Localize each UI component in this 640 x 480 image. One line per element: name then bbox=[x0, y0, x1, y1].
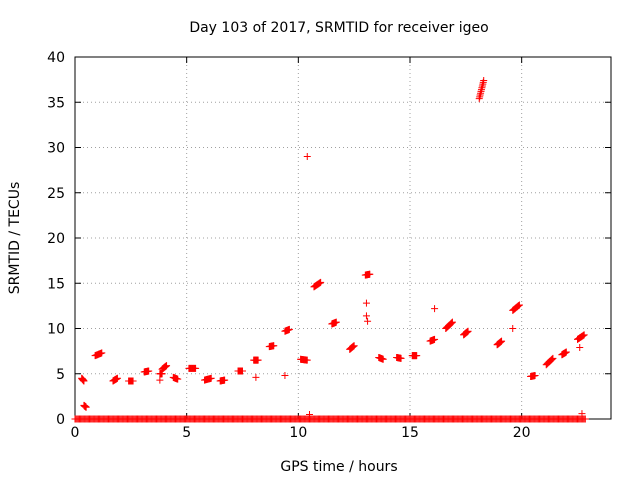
y-tick-label: 20 bbox=[47, 231, 65, 247]
data-point bbox=[254, 356, 262, 364]
data-point bbox=[480, 77, 488, 85]
data-point bbox=[306, 410, 313, 418]
baseline-point bbox=[581, 415, 589, 423]
x-tick-label: 20 bbox=[513, 425, 531, 441]
data-point bbox=[509, 325, 517, 332]
y-tick-label: 5 bbox=[56, 367, 65, 383]
y-tick-label: 35 bbox=[47, 95, 65, 111]
data-point bbox=[207, 374, 215, 382]
data-point bbox=[515, 302, 523, 310]
chart-title: Day 103 of 2017, SRMTID for receiver ige… bbox=[189, 20, 488, 36]
data-point bbox=[285, 325, 293, 333]
data-point bbox=[498, 337, 506, 345]
y-tick-label: 30 bbox=[47, 141, 65, 157]
x-tick-label: 10 bbox=[289, 425, 307, 441]
data-point bbox=[548, 355, 556, 363]
data-point bbox=[515, 301, 523, 309]
data-point bbox=[317, 278, 325, 286]
data-point bbox=[514, 302, 522, 310]
data-point bbox=[129, 377, 137, 385]
data-point bbox=[82, 403, 90, 411]
data-point bbox=[448, 318, 456, 326]
data-point bbox=[362, 299, 370, 307]
data-point bbox=[397, 354, 405, 362]
x-tick-label: 15 bbox=[401, 425, 419, 441]
data-point bbox=[192, 364, 200, 372]
data-point bbox=[548, 356, 556, 364]
data-point bbox=[366, 270, 374, 278]
data-point bbox=[113, 374, 121, 382]
data-point bbox=[281, 372, 289, 380]
data-point bbox=[531, 372, 539, 380]
data-point bbox=[163, 362, 171, 370]
data-point bbox=[303, 356, 311, 364]
y-tick-label: 25 bbox=[47, 186, 65, 202]
data-point bbox=[431, 305, 439, 313]
y-tick-label: 10 bbox=[47, 322, 65, 338]
data-point bbox=[562, 348, 570, 356]
y-axis-label: SRMTID / TECUs bbox=[7, 182, 23, 295]
data-point bbox=[145, 367, 153, 375]
data-point bbox=[252, 373, 260, 381]
y-tick-label: 40 bbox=[47, 50, 65, 66]
data-point bbox=[156, 376, 164, 384]
y-tick-label: 0 bbox=[56, 412, 65, 428]
data-point bbox=[174, 375, 182, 383]
data-point bbox=[413, 352, 421, 360]
data-points bbox=[71, 77, 589, 423]
data-point bbox=[270, 342, 278, 350]
data-point bbox=[379, 355, 387, 363]
data-point bbox=[464, 327, 472, 335]
data-point bbox=[447, 319, 455, 327]
data-point bbox=[431, 335, 439, 343]
data-point bbox=[239, 367, 246, 375]
data-point bbox=[364, 317, 372, 325]
data-point bbox=[578, 410, 586, 418]
data-point bbox=[80, 377, 88, 385]
data-point bbox=[448, 319, 456, 327]
x-tick-label: 0 bbox=[71, 425, 80, 441]
x-tick-label: 5 bbox=[182, 425, 191, 441]
data-point bbox=[303, 153, 311, 161]
data-point bbox=[332, 318, 340, 326]
data-point bbox=[549, 354, 557, 362]
data-point bbox=[221, 376, 229, 384]
data-point bbox=[362, 312, 370, 320]
y-tick-label: 15 bbox=[47, 276, 65, 292]
data-point bbox=[98, 349, 106, 357]
data-point bbox=[576, 344, 584, 352]
data-point bbox=[350, 342, 358, 350]
data-point bbox=[580, 331, 588, 339]
grid bbox=[75, 57, 611, 419]
x-axis-label: GPS time / hours bbox=[280, 459, 397, 475]
